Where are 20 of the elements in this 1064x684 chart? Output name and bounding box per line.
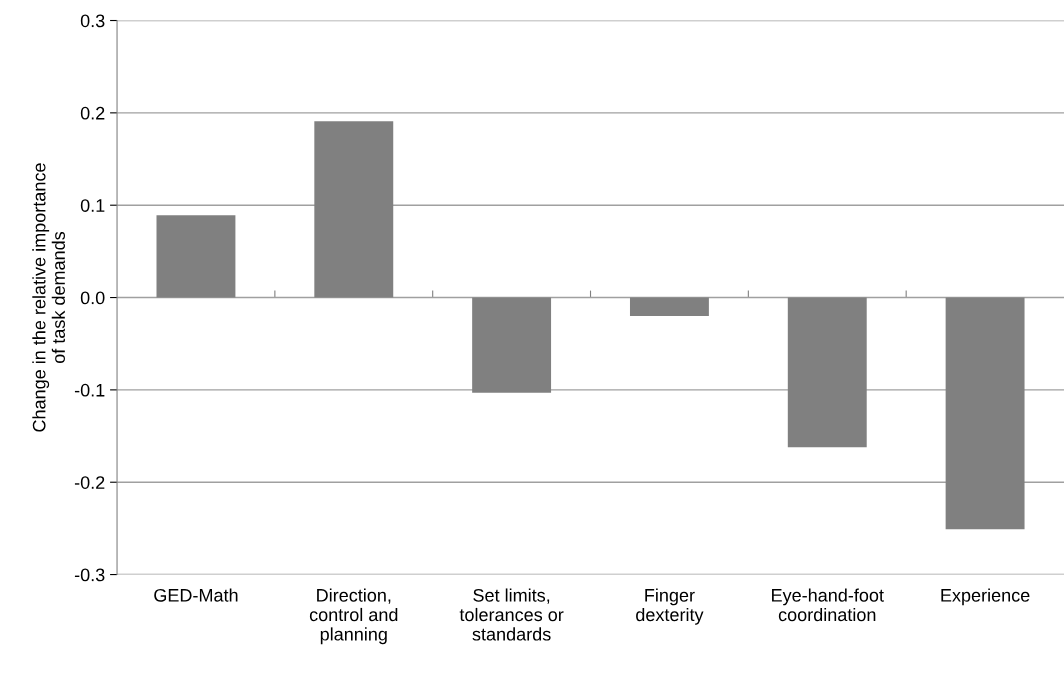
y-tick-label: -0.2	[74, 476, 105, 489]
x-tick-label: GED-Math	[154, 588, 238, 602]
x-tick-label: Eye-hand-foot coordination	[772, 588, 884, 622]
y-tick-label: 0.3	[80, 14, 105, 28]
y-tick-label: -0.3	[74, 568, 105, 582]
bar	[156, 215, 236, 298]
y-tick-label: 0.0	[80, 291, 105, 305]
y-tick-label: 0.2	[80, 106, 105, 120]
bar	[787, 297, 867, 448]
bar	[629, 297, 709, 317]
y-tick-label: 0.1	[80, 199, 105, 212]
x-tick-label: Set limits, tolerances or standards	[459, 588, 564, 641]
bar	[314, 121, 394, 298]
x-tick-label: Finger dexterity	[636, 588, 704, 625]
y-tick-label: -0.1	[74, 383, 105, 397]
bar	[472, 297, 552, 393]
x-tick-label: Direction, control and planning	[309, 588, 398, 645]
bar	[945, 297, 1025, 530]
x-tick-label: Experience	[941, 588, 1030, 606]
y-axis-title: Change in the relative importance of task demands	[32, 163, 65, 432]
